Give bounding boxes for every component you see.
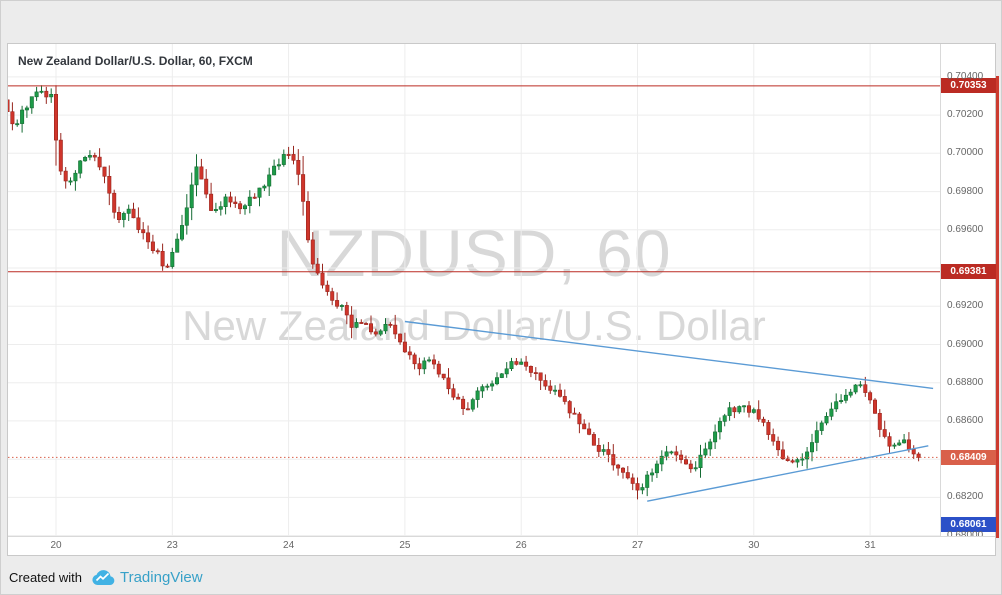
grid-lines (8, 44, 940, 536)
time-axis-label: 27 (631, 540, 644, 551)
last-price-badge: 0.68409 (941, 449, 996, 465)
price-axis[interactable]: 0.70353 0.69381 0.68409 0.68061 0.70400 0.702… (940, 44, 996, 541)
footer: Created with TradingView (9, 564, 203, 590)
tradingview-logo-icon[interactable] (91, 569, 115, 586)
price-axis-label: 0.69600 (947, 223, 984, 235)
price-axis-label: 0.69000 (947, 338, 984, 350)
time-axis-label: 26 (515, 540, 527, 551)
price-level-badge[interactable]: 0.68061 (941, 516, 996, 532)
created-with-label: Created with (9, 569, 82, 585)
price-axis-label: 0.70200 (947, 109, 984, 121)
price-axis-label: 0.68000 (947, 530, 983, 541)
price-axis-label: 0.68800 (947, 376, 984, 388)
time-axis-label: 25 (399, 540, 411, 551)
price-levels[interactable] (8, 85, 940, 458)
trend-lines[interactable] (404, 320, 934, 502)
price-level-badge[interactable]: 0.69381 (941, 264, 996, 280)
candlestick-plot[interactable] (8, 44, 940, 536)
price-level-badge[interactable]: 0.70353 (941, 78, 996, 94)
price-axis-label: 0.68600 (947, 414, 984, 426)
time-axis-label: 31 (864, 540, 876, 551)
tradingview-link[interactable]: TradingView (119, 568, 203, 586)
right-edge-line (996, 76, 999, 538)
time-axis[interactable]: 20 23 24 25 26 27 30 31 (8, 536, 995, 555)
price-axis-label: 0.70400 (947, 70, 984, 82)
chart-title: New Zealand Dollar/U.S. Dollar, 60, FXCM (18, 54, 253, 68)
time-axis-label: 23 (166, 540, 178, 551)
time-axis-label: 30 (748, 540, 760, 551)
time-axis-label: 20 (50, 540, 62, 551)
price-axis-label: 0.70000 (947, 147, 984, 159)
chart-panel[interactable]: NZDUSD, 60 New Zealand Dollar/U.S. Dolla… (7, 43, 996, 556)
candles (8, 85, 921, 500)
price-axis-label: 0.69200 (947, 300, 984, 312)
time-axis-label: 24 (283, 540, 295, 551)
price-axis-label: 0.68200 (947, 491, 984, 503)
price-axis-label: 0.69800 (947, 185, 984, 197)
